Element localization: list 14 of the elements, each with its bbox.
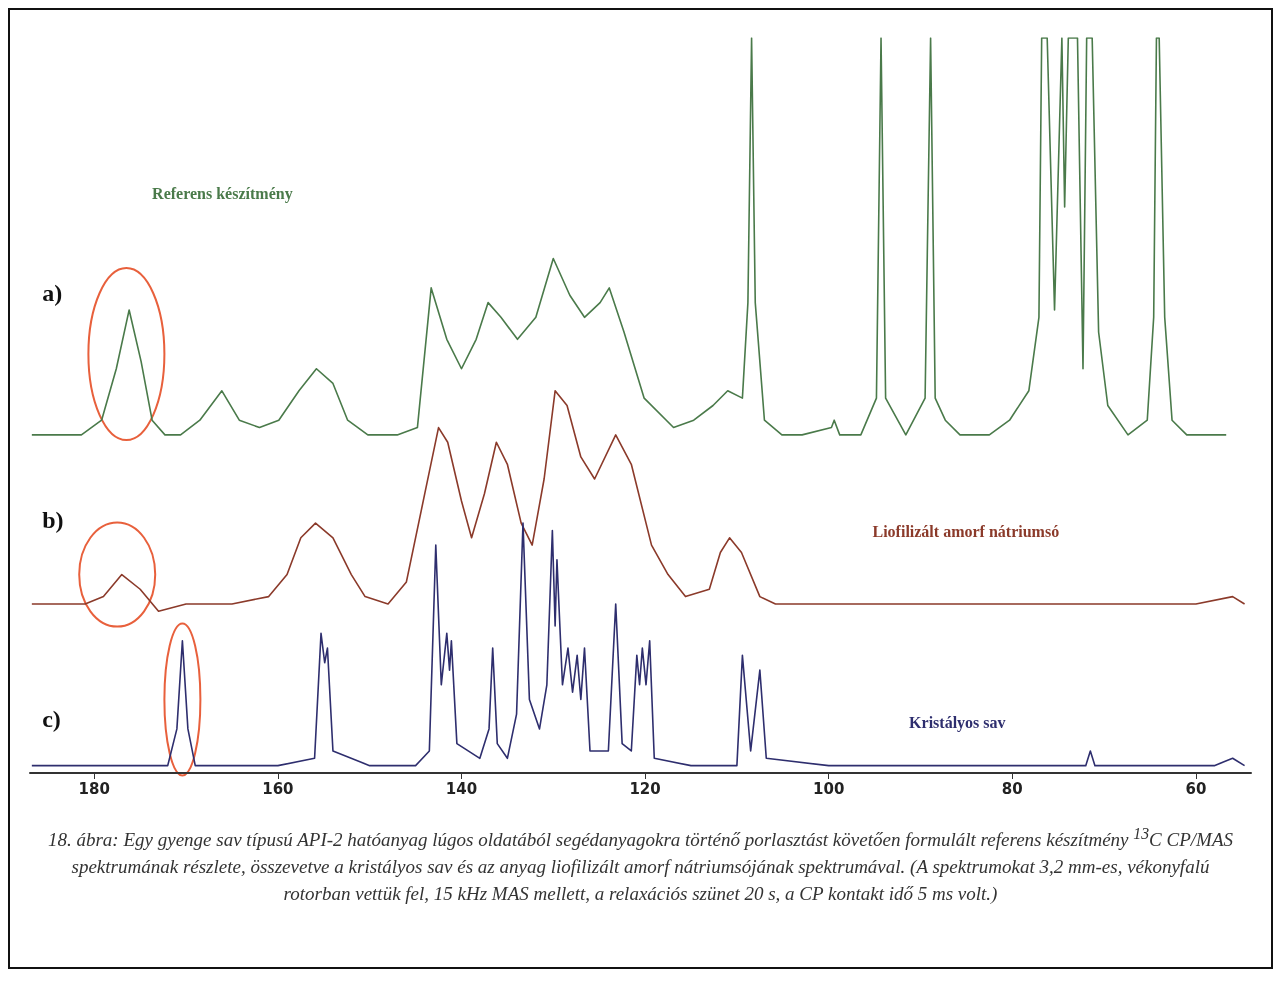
text: 18. ábra: Egy gyenge sav típusú API-2 hatóanyag lúgos oldatából segédanyagokra történő porlasztást követően formulált referens készítmény $^{13}$C CP/MAS spektrumának részlete, összevetve a kristályos sav és az anyag liofilizált amorf nátriumsójának spektrumával. (A spektrumokat 3,2 mm-es, vékonyfalú rotorban vettük fel, 15 kHz MAS mellett, a relaxációs szünet 20 s, a CP kontakt idő 5 ms volt.): [46, 824, 1234, 907]
text: Referens készítmény: [152, 184, 293, 203]
x-tick-label: 60: [1185, 779, 1207, 798]
x-tick-label: 180: [78, 779, 110, 798]
x-tick-label: 80: [1001, 779, 1023, 798]
text: Kristályos sav: [909, 713, 1006, 732]
x-tick-label: 100: [813, 779, 845, 798]
x-tick-label: 160: [262, 779, 294, 798]
annotation: a): [42, 279, 63, 306]
annotation: c): [42, 705, 61, 732]
x-tick-label: 140: [445, 779, 478, 798]
x-tick-label: 120: [629, 779, 661, 798]
annotation: b): [42, 507, 64, 534]
text: Liofilizált amorf nátriumsó: [872, 522, 1060, 540]
